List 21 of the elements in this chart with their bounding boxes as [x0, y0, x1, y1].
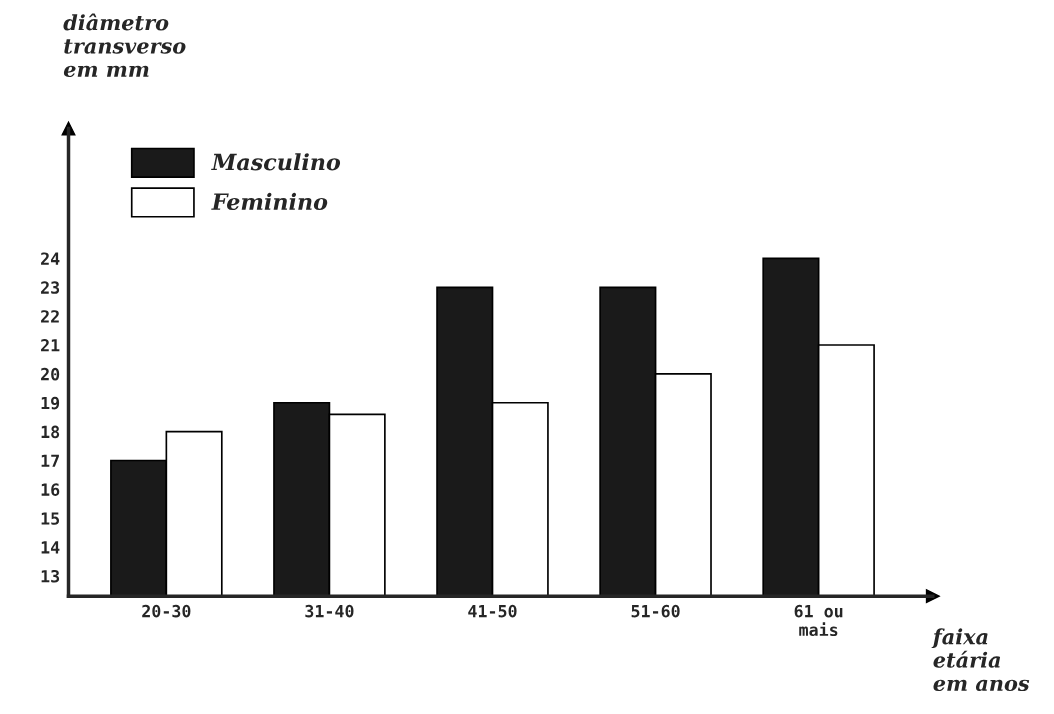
x-tick-label: 20-30	[142, 604, 191, 618]
y-tick-label: 15	[41, 512, 60, 525]
y-tick-label: 21	[41, 339, 60, 352]
x-tick-label: 61 ou mais	[794, 604, 843, 637]
y-tick-label: 24	[41, 252, 60, 265]
y-tick-label: 23	[41, 281, 60, 294]
y-tick-label: 16	[41, 483, 60, 496]
y-tick-label: 14	[41, 541, 60, 554]
x-tick-label: 41-50	[468, 604, 517, 618]
y-tick-label: 13	[41, 569, 60, 583]
y-tick-label: 22	[41, 310, 59, 323]
x-axis-title: faixa etária em anos	[931, 628, 1030, 692]
y-tick-label: 17	[41, 454, 59, 467]
y-tick-label: 19	[41, 396, 60, 410]
y-tick-label: 20	[41, 367, 60, 381]
y-axis-title: diâmetro transverso em mm	[63, 13, 186, 78]
x-tick-label: 51-60	[631, 604, 680, 618]
y-tick-label: 18	[41, 425, 60, 439]
legend-label: Masculino	[211, 153, 341, 171]
x-tick-label: 31-40	[305, 604, 354, 618]
legend-label: Feminino	[211, 192, 328, 211]
